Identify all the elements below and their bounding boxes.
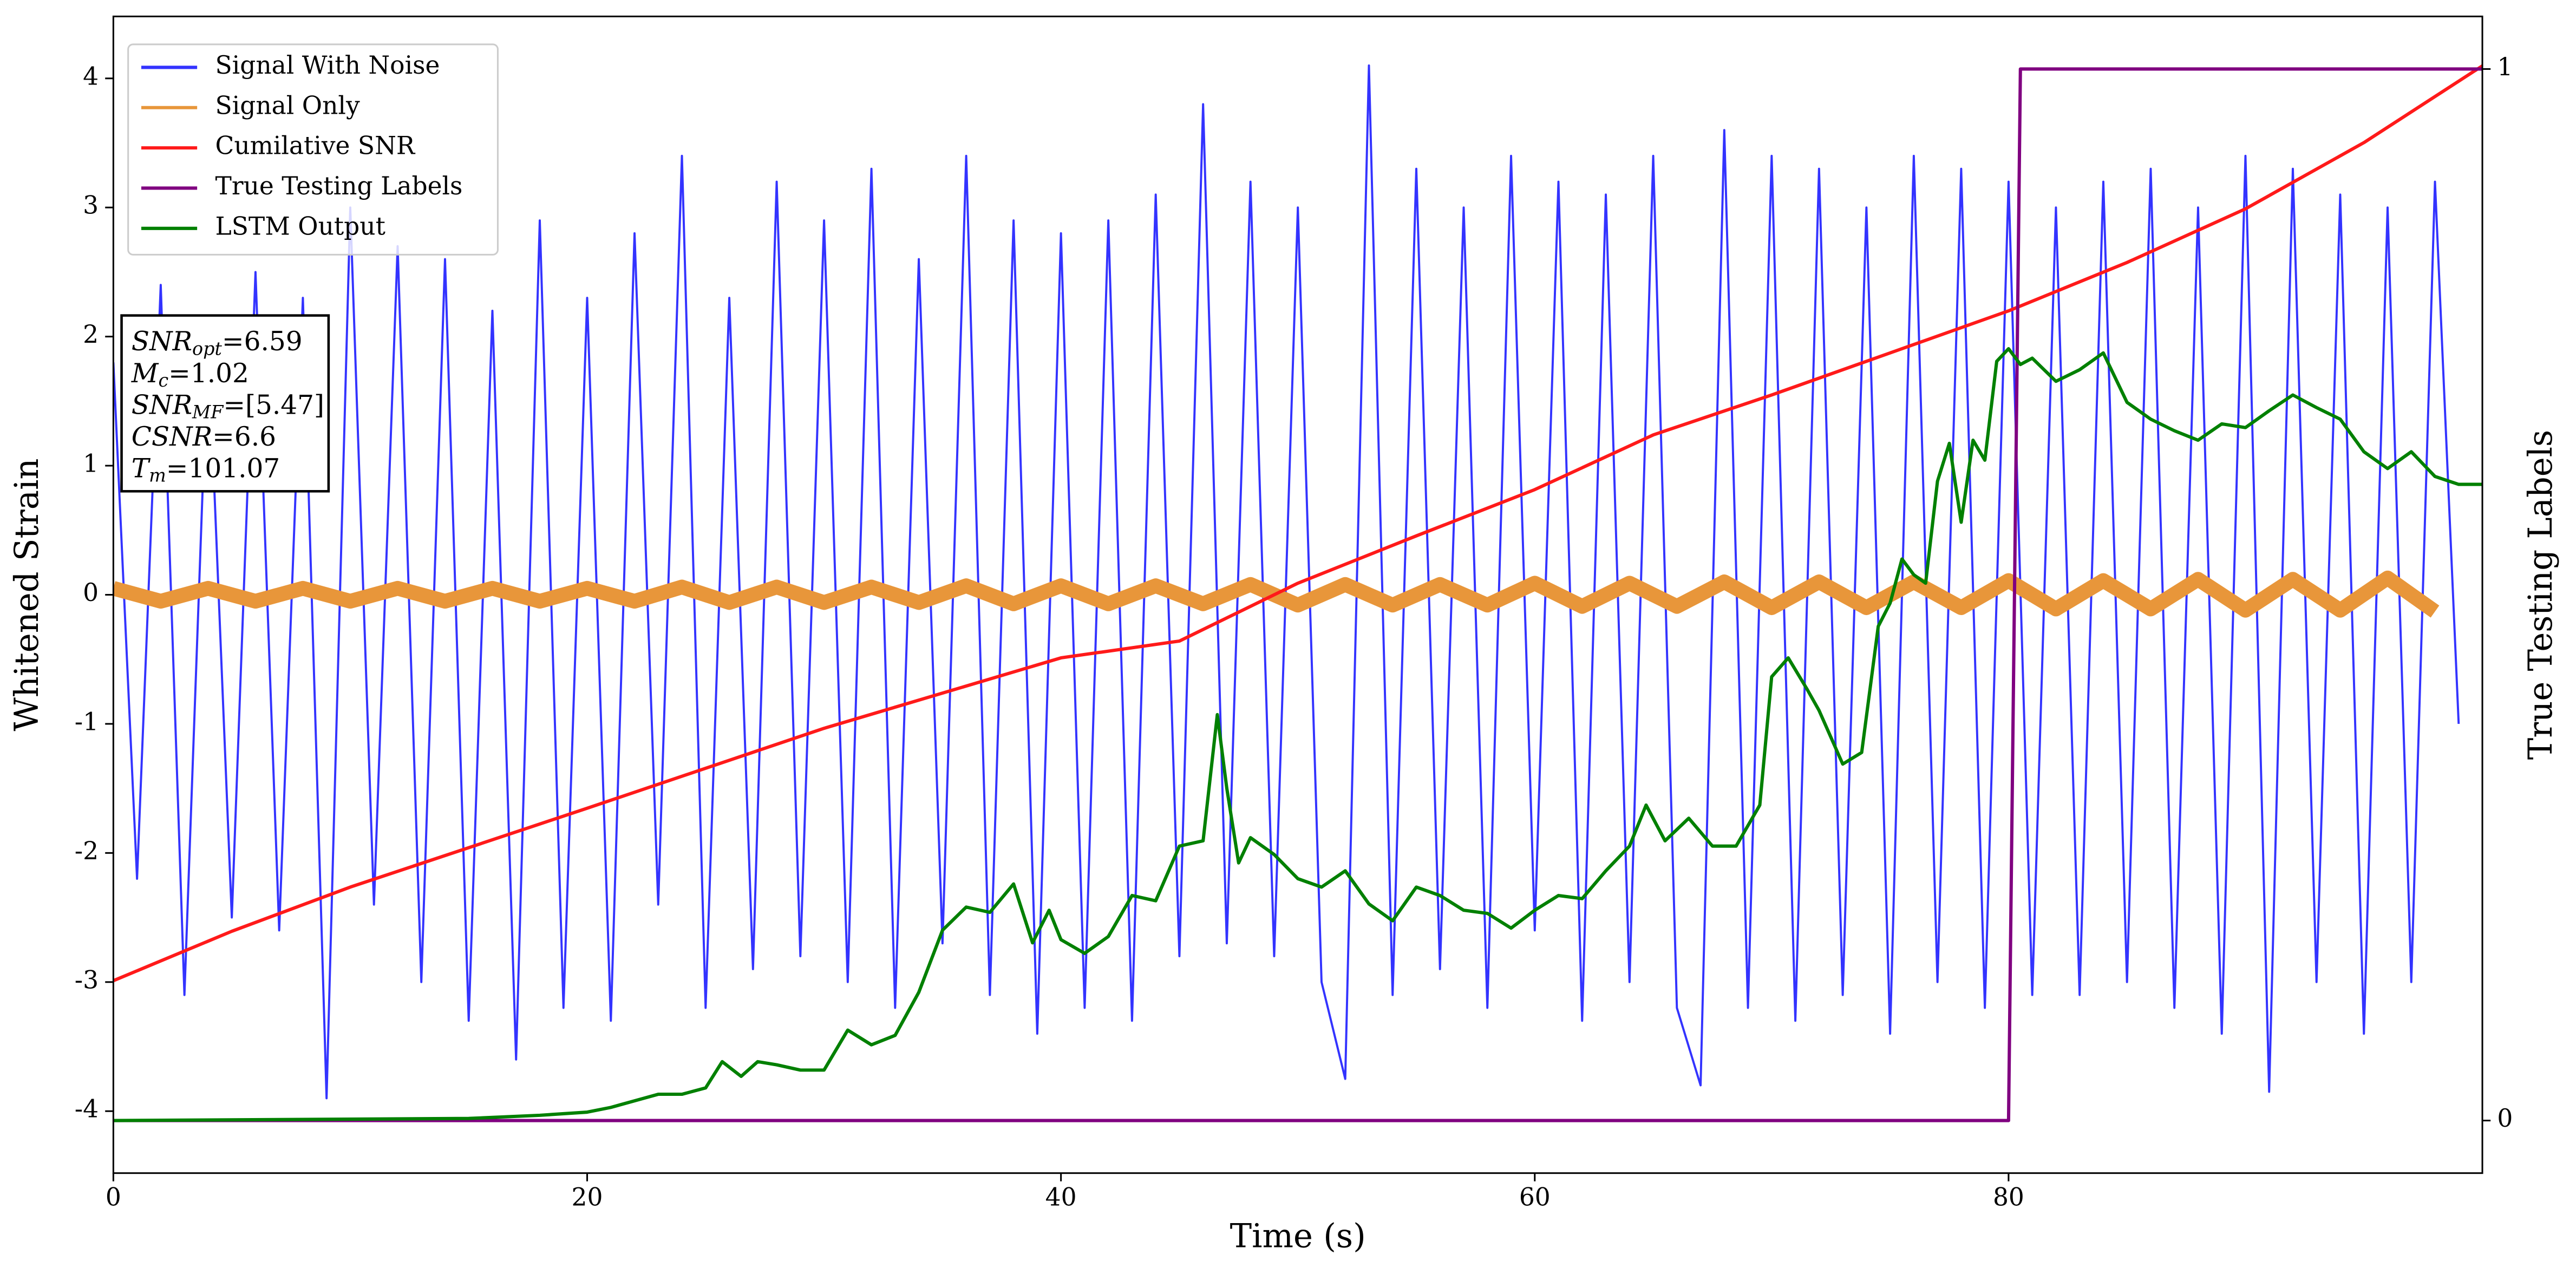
annotation-subscript: opt	[192, 338, 222, 359]
legend-box	[127, 43, 499, 256]
annotation-line: CSNR=6.6	[132, 421, 276, 452]
annotation: SNRopt=6.59Mc=1.02SNRMF=[5.47]CSNR=6.6Tm…	[120, 314, 330, 493]
legend-label: Cumilative SNR	[215, 132, 416, 160]
annotation-line: SNRopt=6.59	[132, 326, 303, 360]
x-axis-label: Time (s)	[1230, 1218, 1366, 1256]
x-tick-label: 60	[1519, 1183, 1551, 1212]
legend-label: LSTM Output	[215, 212, 385, 240]
annotation-symbol: T	[132, 453, 151, 484]
x-tick-label: 40	[1045, 1183, 1077, 1212]
annotation-line: Mc=1.02	[131, 358, 249, 391]
x-tick-label: 20	[572, 1183, 603, 1212]
series-line	[113, 64, 2483, 983]
y2-tick-label: 0	[2497, 1104, 2513, 1133]
annotation-value: =6.59	[222, 326, 303, 357]
y-tick-label: -4	[75, 1095, 99, 1123]
annotation-value: =6.6	[212, 421, 276, 452]
annotation-line: Tm=101.07	[132, 453, 280, 486]
annotation-symbol: SNR	[132, 390, 192, 420]
annotation-value: =1.02	[168, 358, 249, 388]
legend-label: True Testing Labels	[215, 172, 463, 200]
annotation-symbol: CSNR	[132, 421, 212, 452]
y2-axis-label: True Testing Labels	[2522, 430, 2560, 760]
legend: Signal With Noise Signal Only Cumilative S…	[127, 43, 499, 256]
annotation-symbol: SNR	[132, 326, 192, 357]
annotation-value: =[5.47]	[223, 390, 324, 420]
y2-tick-label: 1	[2497, 53, 2513, 81]
annotation-subscript: MF	[192, 401, 224, 422]
y-tick-label: 2	[83, 320, 99, 349]
annotation-line: SNRMF=[5.47]	[132, 390, 324, 423]
y-tick-label: 3	[83, 191, 99, 220]
x-tick-label: 80	[1993, 1183, 2024, 1212]
y-tick-label: 4	[83, 62, 99, 90]
annotation-value: =101.07	[166, 453, 280, 484]
y-axis-label: Whitened Strain	[8, 459, 46, 731]
annotation-subscript: c	[158, 370, 168, 391]
y-tick-label: 1	[83, 449, 99, 478]
legend-label: Signal Only	[215, 91, 360, 120]
y-tick-label: 0	[83, 578, 99, 607]
y-tick-label: -2	[75, 837, 99, 865]
series-line	[113, 347, 2483, 1122]
annotation-box	[120, 314, 330, 493]
legend-label: Signal With Noise	[215, 51, 440, 80]
y-tick-label: -3	[75, 965, 99, 994]
series-line	[113, 67, 2483, 1122]
plot-area	[113, 64, 2483, 1122]
x-tick-label: 0	[106, 1183, 121, 1212]
annotation-subscript: m	[149, 465, 166, 486]
y-tick-label: -1	[75, 707, 99, 736]
annotation-symbol: M	[131, 358, 159, 388]
